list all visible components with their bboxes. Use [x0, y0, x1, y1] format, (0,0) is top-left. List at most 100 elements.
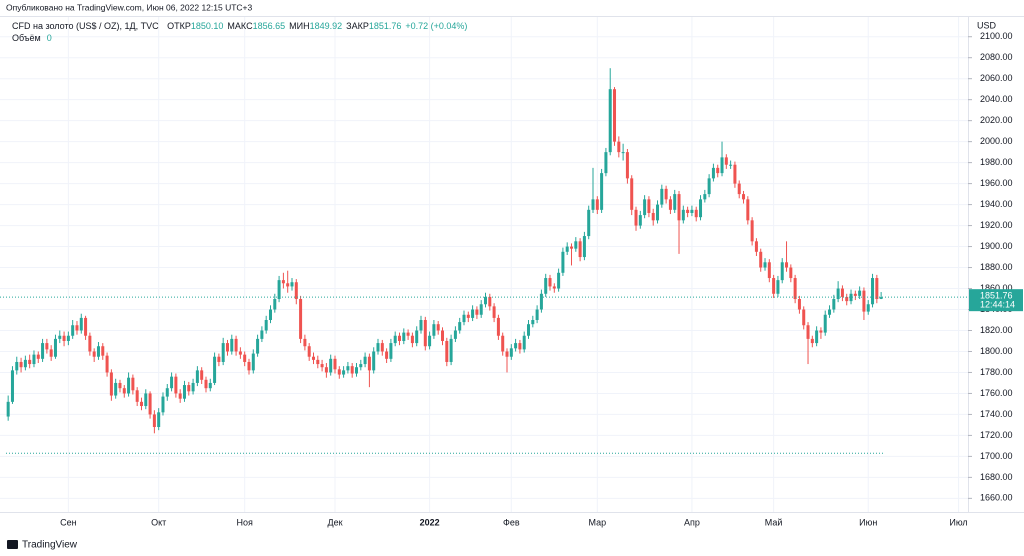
- candle-body: [45, 343, 49, 350]
- candle-body: [828, 309, 832, 315]
- candle-body: [793, 278, 797, 300]
- candle-body: [49, 349, 53, 357]
- x-tick-label: Май: [765, 517, 783, 527]
- candle-body: [746, 199, 750, 221]
- candle-body: [195, 370, 199, 383]
- y-tick-label: 1740.00: [980, 409, 1013, 419]
- candle-body: [127, 377, 131, 394]
- candle-body: [767, 262, 771, 279]
- volume-value: 0: [47, 33, 52, 43]
- candle-body: [354, 367, 359, 374]
- candle-body: [544, 278, 548, 294]
- y-tick-label: 1920.00: [980, 220, 1013, 230]
- brand-logo: [7, 540, 18, 549]
- candle-body: [440, 330, 445, 341]
- candle-body: [432, 324, 436, 336]
- legend-label: МИН: [289, 21, 309, 31]
- candle-body: [277, 280, 281, 300]
- candle-body: [759, 251, 763, 268]
- y-tick-label: 1680.00: [980, 472, 1013, 482]
- candle-body: [71, 325, 75, 336]
- candle-body: [845, 296, 849, 302]
- candle-body: [810, 338, 814, 344]
- candle-body: [840, 288, 844, 297]
- candle-body: [402, 332, 406, 341]
- candle-body: [664, 188, 668, 200]
- candle-body: [625, 152, 629, 179]
- candle-body: [785, 262, 789, 268]
- candle-body: [204, 379, 208, 389]
- candle-body: [703, 194, 707, 200]
- candle-body: [539, 293, 543, 310]
- candle-body: [595, 199, 599, 210]
- candle-body: [552, 286, 556, 289]
- candle-body: [462, 314, 466, 323]
- candle-body: [505, 351, 509, 357]
- x-tick-label: Окт: [151, 517, 166, 527]
- candle-body: [264, 320, 268, 331]
- candle-body: [866, 304, 870, 312]
- brand-name: TradingView: [22, 540, 78, 551]
- candle-body: [565, 246, 569, 252]
- x-tick-label: Ноя: [236, 517, 253, 527]
- candle-body: [75, 325, 79, 331]
- candle-body: [858, 290, 862, 296]
- candle-body: [797, 299, 801, 310]
- candle-body: [307, 346, 311, 357]
- candle-body: [509, 348, 513, 357]
- legend-value: 1856.65: [253, 21, 286, 31]
- candle-body: [561, 251, 565, 273]
- candle-body: [492, 306, 496, 318]
- candle-body: [479, 304, 483, 315]
- candle-body: [780, 262, 784, 281]
- candle-body: [535, 309, 539, 320]
- candle-body: [707, 178, 711, 195]
- candle-body: [32, 354, 36, 365]
- chart-header: CFD на золото (US$ / OZ), 1Д, TVC ОТКР18…: [12, 21, 467, 31]
- candle-body: [238, 351, 242, 355]
- candle-body: [234, 338, 238, 352]
- legend-value: 1851.76: [369, 21, 402, 31]
- candle-body: [144, 393, 148, 407]
- candle-body: [6, 401, 10, 417]
- candle-body: [720, 157, 724, 174]
- y-tick-label: 1760.00: [980, 388, 1013, 398]
- candle-body: [320, 364, 324, 368]
- candle-body: [574, 241, 578, 249]
- candle-body: [187, 385, 191, 392]
- candle-body: [191, 382, 195, 392]
- candle-body: [458, 322, 462, 331]
- candle-body: [329, 358, 333, 373]
- candle-body: [471, 309, 475, 318]
- candle-body: [397, 335, 402, 341]
- candle-body: [350, 366, 354, 374]
- candle-body: [763, 262, 767, 268]
- candle-body: [122, 388, 126, 394]
- candle-body: [643, 199, 647, 216]
- candle-body: [161, 396, 165, 413]
- chart-title: CFD на золото (US$ / OZ), 1Д, TVC: [12, 21, 159, 31]
- candle-body: [213, 356, 217, 383]
- candle-body: [729, 164, 733, 166]
- candle-body: [750, 220, 754, 242]
- y-tick-label: 1900.00: [980, 241, 1013, 251]
- candle-body: [832, 299, 836, 310]
- y-tick-label: 1800.00: [980, 346, 1013, 356]
- candle-body: [634, 209, 638, 226]
- candle-body: [406, 332, 410, 336]
- candle-body: [711, 167, 715, 179]
- candle-body: [716, 167, 720, 174]
- candle-body: [875, 278, 879, 300]
- candle-body: [651, 212, 655, 221]
- candle-body: [531, 320, 535, 325]
- candle-body: [428, 335, 432, 347]
- candle-body: [393, 335, 397, 344]
- candle-body: [453, 330, 457, 339]
- unit-label: USD: [977, 20, 997, 30]
- candle-body: [114, 382, 118, 396]
- candle-body: [79, 317, 83, 331]
- x-tick-label: Дек: [327, 517, 342, 527]
- candle-body: [139, 401, 143, 407]
- y-tick-label: 1820.00: [980, 325, 1013, 335]
- candle-body: [419, 320, 423, 331]
